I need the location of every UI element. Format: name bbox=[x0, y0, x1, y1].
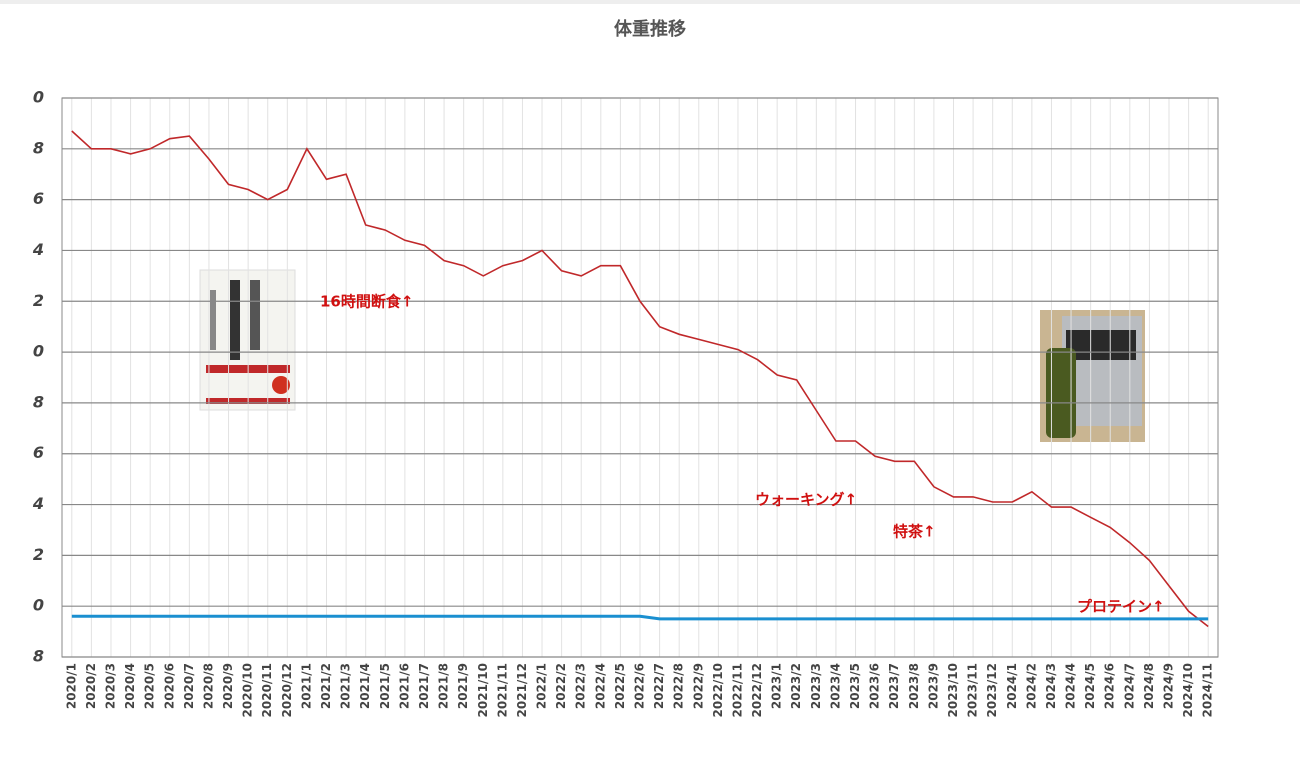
x-tick-label: 2023/1 bbox=[770, 663, 784, 709]
x-tick-label: 2023/3 bbox=[809, 663, 823, 709]
annotation: 特茶↑ bbox=[893, 523, 936, 541]
x-tick-label: 2023/2 bbox=[789, 663, 803, 709]
x-tick-label: 2022/11 bbox=[730, 663, 744, 717]
y-tick-label: 8 bbox=[33, 647, 44, 666]
x-tick-label: 2021/3 bbox=[339, 663, 353, 709]
y-tick-label: 8 bbox=[33, 138, 44, 157]
x-tick-label: 2024/3 bbox=[1044, 663, 1058, 709]
protein-image bbox=[1040, 310, 1145, 442]
x-tick-label: 2024/2 bbox=[1024, 663, 1038, 709]
x-tick-label: 2024/11 bbox=[1201, 663, 1215, 717]
x-tick-label: 2024/7 bbox=[1122, 663, 1136, 709]
x-tick-label: 2020/4 bbox=[123, 663, 137, 709]
x-tick-label: 2022/3 bbox=[574, 663, 588, 709]
x-tick-label: 2024/10 bbox=[1181, 663, 1195, 717]
x-tick-label: 2022/9 bbox=[691, 663, 705, 709]
series-line bbox=[71, 130, 1209, 628]
x-tick-label: 2024/4 bbox=[1064, 663, 1078, 709]
x-tick-label: 2021/7 bbox=[417, 663, 431, 709]
x-tick-label: 2020/9 bbox=[221, 663, 235, 709]
y-tick-label: 2 bbox=[33, 291, 44, 310]
x-tick-label: 2023/10 bbox=[946, 663, 960, 717]
x-tick-label: 2021/4 bbox=[358, 663, 372, 709]
x-tick-label: 2023/9 bbox=[926, 663, 940, 709]
x-tick-label: 2024/8 bbox=[1142, 663, 1156, 709]
annotation: 16時間断食↑ bbox=[320, 293, 413, 311]
x-tick-label: 2023/4 bbox=[828, 663, 842, 709]
x-tick-label: 2022/7 bbox=[652, 663, 666, 709]
x-tick-label: 2023/11 bbox=[966, 663, 980, 717]
y-tick-label: 6 bbox=[33, 189, 44, 208]
x-tick-label: 2020/11 bbox=[260, 663, 274, 717]
x-tick-label: 2022/10 bbox=[711, 663, 725, 717]
x-tick-label: 2022/4 bbox=[593, 663, 607, 709]
series-line bbox=[71, 614, 1209, 621]
x-tick-label: 2020/5 bbox=[143, 663, 157, 709]
y-tick-label: 0 bbox=[33, 596, 44, 615]
x-tick-label: 2024/5 bbox=[1083, 663, 1097, 709]
x-tick-label: 2024/6 bbox=[1103, 663, 1117, 709]
x-tick-label: 2022/6 bbox=[633, 663, 647, 709]
x-tick-label: 2021/12 bbox=[515, 663, 529, 717]
x-tick-label: 2022/2 bbox=[554, 663, 568, 709]
x-tick-label: 2024/1 bbox=[1005, 663, 1019, 709]
x-tick-label: 2020/7 bbox=[182, 663, 196, 709]
x-tick-label: 2023/12 bbox=[985, 663, 999, 717]
y-tick-label: 8 bbox=[33, 392, 44, 411]
x-tick-label: 2021/9 bbox=[456, 663, 470, 709]
annotation: ウォーキング↑ bbox=[755, 491, 857, 509]
book-image bbox=[199, 269, 296, 411]
annotation: プロテイン↑ bbox=[1077, 598, 1165, 616]
x-tick-label: 2023/5 bbox=[848, 663, 862, 709]
x-tick-label: 2022/1 bbox=[535, 663, 549, 709]
x-tick-label: 2020/12 bbox=[280, 663, 294, 717]
x-tick-label: 2021/11 bbox=[495, 663, 509, 717]
y-tick-label: 0 bbox=[33, 88, 44, 107]
y-tick-label: 0 bbox=[33, 342, 44, 361]
x-tick-label: 2021/2 bbox=[319, 663, 333, 709]
y-tick-label: 4 bbox=[32, 494, 44, 513]
x-tick-label: 2021/6 bbox=[397, 663, 411, 709]
y-tick-label: 4 bbox=[32, 240, 44, 259]
x-tick-label: 2020/3 bbox=[103, 663, 117, 709]
x-tick-label: 2021/8 bbox=[437, 663, 451, 709]
x-tick-label: 2022/8 bbox=[672, 663, 686, 709]
x-tick-label: 2021/1 bbox=[299, 663, 313, 709]
x-tick-label: 2020/1 bbox=[64, 663, 78, 709]
x-tick-label: 2023/7 bbox=[887, 663, 901, 709]
x-tick-label: 2021/10 bbox=[476, 663, 490, 717]
y-tick-label: 6 bbox=[33, 443, 44, 462]
x-tick-label: 2020/8 bbox=[201, 663, 215, 709]
y-tick-label: 2 bbox=[33, 545, 44, 564]
x-tick-label: 2020/2 bbox=[84, 663, 98, 709]
x-tick-label: 2021/5 bbox=[378, 663, 392, 709]
x-tick-label: 2024/9 bbox=[1162, 663, 1176, 709]
chart-title: 体重推移 bbox=[614, 18, 686, 40]
x-tick-label: 2023/8 bbox=[907, 663, 921, 709]
x-tick-label: 2022/12 bbox=[750, 663, 764, 717]
x-tick-label: 2023/6 bbox=[868, 663, 882, 709]
x-tick-label: 2020/6 bbox=[162, 663, 176, 709]
top-bar bbox=[0, 0, 1300, 4]
x-tick-label: 2020/10 bbox=[241, 663, 255, 717]
x-tick-label: 2022/5 bbox=[613, 663, 627, 709]
